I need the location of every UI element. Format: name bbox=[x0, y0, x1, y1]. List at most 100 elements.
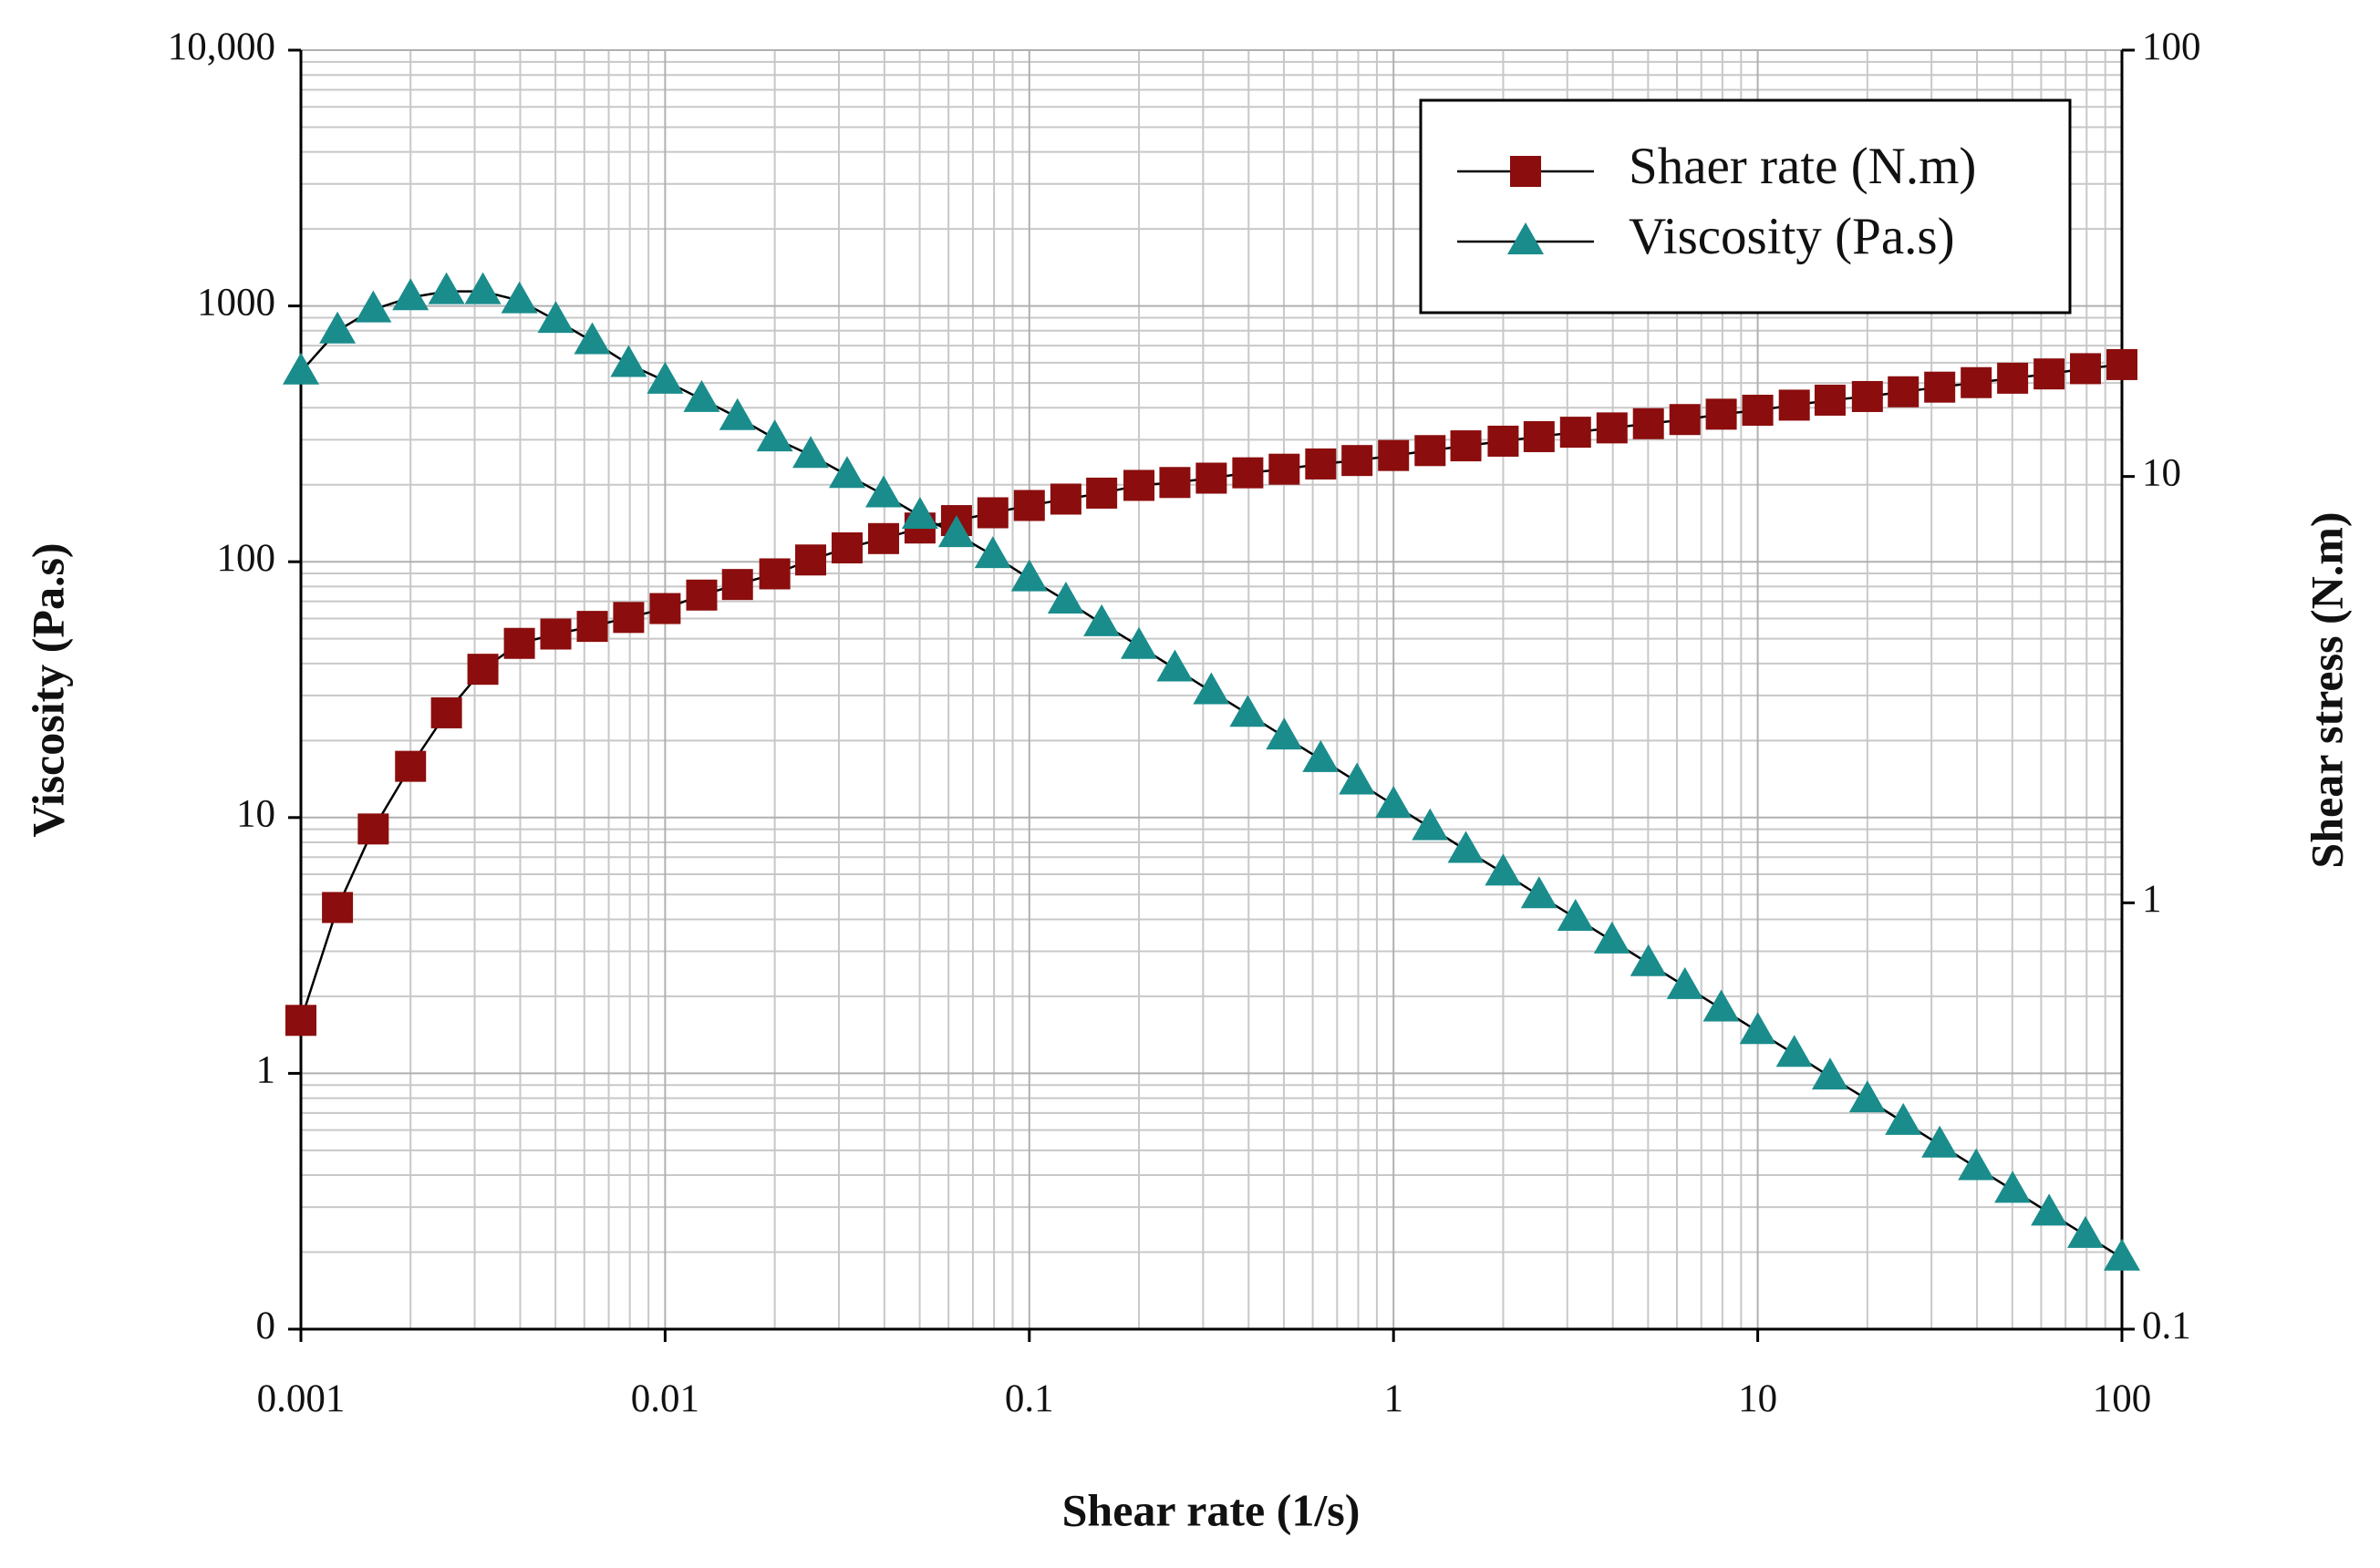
y-tick-label: 10,000 bbox=[168, 26, 275, 68]
y2-tick-label: 1 bbox=[2142, 878, 2162, 921]
data-point bbox=[576, 611, 608, 643]
y2-axis-title: Shear stress (N.m) bbox=[2301, 511, 2352, 868]
data-point bbox=[1630, 944, 1667, 976]
data-point bbox=[1013, 490, 1045, 521]
data-point bbox=[574, 322, 611, 355]
data-point bbox=[1888, 376, 1920, 407]
data-point bbox=[319, 311, 357, 344]
data-point bbox=[1778, 389, 1810, 421]
data-point bbox=[1086, 477, 1118, 509]
data-point bbox=[686, 579, 718, 611]
data-point bbox=[355, 290, 392, 323]
data-point bbox=[1596, 412, 1628, 444]
data-point bbox=[1412, 808, 1449, 841]
data-point bbox=[1485, 853, 1522, 886]
data-point bbox=[901, 496, 938, 529]
data-point bbox=[647, 361, 684, 394]
data-point bbox=[285, 1005, 316, 1037]
data-point bbox=[828, 456, 865, 489]
data-point bbox=[392, 278, 429, 311]
data-point bbox=[1010, 559, 1048, 592]
data-point bbox=[759, 558, 791, 590]
data-point bbox=[2031, 1193, 2068, 1226]
data-point bbox=[464, 272, 502, 304]
legend-marker bbox=[1507, 222, 1544, 254]
data-point bbox=[1232, 457, 1264, 489]
y2-tick-label: 10 bbox=[2142, 452, 2181, 495]
data-point bbox=[1705, 398, 1737, 430]
data-point bbox=[1047, 581, 1084, 614]
y2-tick-label: 100 bbox=[2142, 26, 2201, 68]
data-point bbox=[1814, 384, 1846, 416]
data-point bbox=[792, 436, 830, 469]
data-point bbox=[430, 696, 462, 728]
data-point bbox=[1632, 407, 1664, 439]
data-point bbox=[1195, 462, 1227, 494]
data-point bbox=[503, 627, 535, 659]
data-point bbox=[1958, 1148, 1995, 1181]
y-tick-label: 10 bbox=[236, 793, 275, 836]
data-point bbox=[1994, 1171, 2032, 1203]
data-point bbox=[1775, 1035, 1813, 1068]
data-point bbox=[1083, 603, 1121, 636]
data-point bbox=[1593, 921, 1630, 954]
data-point bbox=[395, 750, 427, 782]
data-point bbox=[1121, 626, 1158, 659]
x-tick-label: 0.001 bbox=[257, 1377, 346, 1420]
x-tick-label: 0.01 bbox=[631, 1377, 699, 1420]
data-point bbox=[756, 419, 793, 452]
data-point bbox=[1739, 1012, 1776, 1045]
data-point bbox=[864, 475, 902, 508]
data-point bbox=[1447, 830, 1485, 863]
data-point bbox=[2033, 358, 2065, 390]
data-point bbox=[1375, 785, 1412, 818]
data-point bbox=[831, 531, 863, 563]
data-point bbox=[1339, 762, 1376, 795]
x-tick-label: 0.1 bbox=[1005, 1377, 1054, 1420]
legend-label: Shaer rate (N.m) bbox=[1629, 138, 1976, 195]
x-tick-label: 1 bbox=[1383, 1377, 1403, 1420]
data-point bbox=[2066, 1215, 2104, 1248]
data-point bbox=[721, 569, 753, 601]
data-point bbox=[1266, 717, 1303, 750]
data-point bbox=[1156, 649, 1194, 682]
data-point bbox=[1523, 420, 1555, 452]
x-axis-title: Shear rate (1/s) bbox=[1062, 1484, 1361, 1535]
data-point bbox=[467, 654, 499, 686]
data-point bbox=[2106, 348, 2137, 380]
data-point bbox=[867, 522, 899, 554]
data-point bbox=[795, 544, 827, 576]
data-point bbox=[974, 536, 1011, 569]
data-point bbox=[1414, 435, 1446, 467]
data-point bbox=[1487, 425, 1519, 457]
data-point bbox=[1742, 395, 1774, 427]
data-point bbox=[977, 497, 1009, 529]
data-point bbox=[1229, 695, 1267, 727]
y-tick-label: 0 bbox=[256, 1305, 276, 1347]
legend-label: Viscosity (Pa.s) bbox=[1629, 208, 1955, 265]
data-point bbox=[1997, 362, 2029, 394]
data-point bbox=[283, 352, 319, 385]
data-point bbox=[537, 301, 574, 334]
data-point bbox=[937, 515, 975, 548]
data-point bbox=[322, 892, 354, 923]
y-tick-label: 1 bbox=[256, 1048, 276, 1091]
y-axis-title: Viscosity (Pa.s) bbox=[22, 542, 73, 837]
y-tick-label: 100 bbox=[217, 537, 276, 580]
data-point bbox=[1885, 1102, 1922, 1135]
data-point bbox=[1666, 966, 1703, 999]
data-point bbox=[719, 397, 756, 430]
data-point bbox=[1851, 380, 1883, 412]
data-point bbox=[357, 813, 389, 845]
data-point bbox=[1559, 417, 1591, 449]
data-point bbox=[1268, 453, 1300, 485]
data-point bbox=[1050, 483, 1081, 515]
data-point bbox=[540, 618, 572, 650]
data-point bbox=[1924, 371, 1956, 403]
x-tick-label: 100 bbox=[2093, 1377, 2152, 1420]
data-point bbox=[1557, 898, 1594, 931]
data-point bbox=[683, 379, 720, 412]
data-point bbox=[1520, 876, 1557, 909]
